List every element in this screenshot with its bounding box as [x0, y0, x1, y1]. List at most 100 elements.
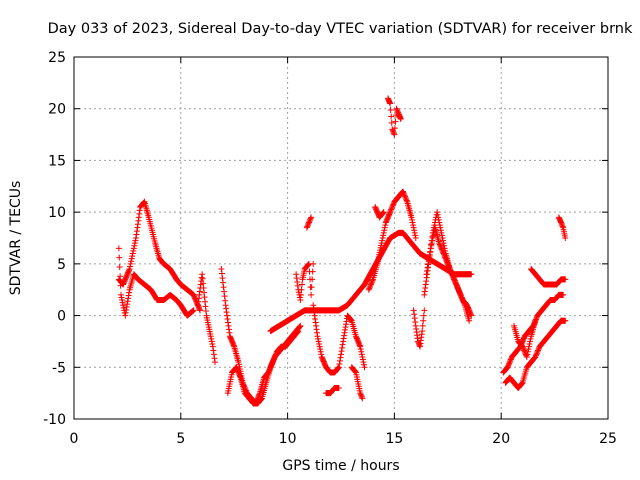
data-point — [220, 284, 227, 291]
data-point — [299, 281, 306, 288]
data-point — [317, 346, 324, 353]
y-tick-label: 20 — [48, 102, 66, 118]
data-point — [394, 107, 401, 114]
data-point — [380, 209, 387, 216]
data-point — [381, 224, 388, 231]
data-point — [449, 271, 456, 278]
data-point — [558, 219, 565, 226]
data-point — [218, 270, 225, 277]
data-point — [449, 272, 456, 279]
data-point — [388, 206, 395, 213]
data-point — [388, 113, 395, 120]
data-point — [519, 380, 526, 387]
data-point — [352, 368, 359, 375]
data-point — [459, 297, 466, 304]
data-point — [410, 222, 417, 229]
data-point — [401, 192, 408, 199]
data-point — [401, 191, 408, 198]
data-point — [361, 364, 368, 371]
data-point — [518, 381, 525, 388]
data-point — [419, 328, 426, 335]
data-point — [119, 297, 126, 304]
data-point — [357, 391, 364, 398]
data-point — [129, 250, 136, 257]
series-arc-15h-high — [384, 95, 404, 138]
data-point — [360, 361, 367, 368]
data-point — [315, 335, 322, 342]
data-point — [304, 262, 311, 269]
data-point — [207, 333, 214, 340]
data-point — [441, 253, 448, 260]
data-point — [533, 351, 540, 358]
data-point — [434, 211, 441, 218]
data-point — [387, 207, 394, 214]
data-point — [409, 216, 416, 223]
data-point — [390, 128, 397, 135]
data-point — [461, 300, 468, 307]
data-point — [524, 348, 531, 355]
data-point — [441, 251, 448, 258]
data-point — [558, 220, 565, 227]
data-point — [221, 288, 228, 295]
data-point — [450, 275, 457, 282]
y-tick-label: 15 — [48, 153, 66, 169]
data-point — [391, 131, 398, 138]
data-point — [410, 307, 417, 314]
series-arc-12h-low — [323, 384, 342, 397]
data-point — [444, 260, 451, 267]
series-arc-10h-a — [293, 260, 317, 304]
data-point — [382, 222, 389, 229]
y-axis-ticks: -10 -5 0 5 10 15 20 25 — [43, 50, 608, 428]
data-point — [335, 384, 342, 391]
data-point — [209, 341, 216, 348]
data-point — [410, 224, 417, 231]
y-tick-label: -10 — [43, 412, 66, 428]
data-point — [427, 245, 434, 252]
x-tick-label: 15 — [385, 431, 403, 447]
data-point — [380, 229, 387, 236]
data-point — [533, 350, 540, 357]
x-tick-label: 20 — [492, 431, 510, 447]
y-tick-label: 0 — [57, 309, 66, 325]
data-point — [507, 356, 514, 363]
data-point — [140, 199, 147, 206]
data-point — [437, 224, 444, 231]
data-point — [394, 108, 401, 115]
data-point — [190, 307, 197, 314]
data-point — [442, 254, 449, 261]
data-point — [387, 107, 394, 114]
data-point — [360, 359, 367, 366]
data-point — [439, 237, 446, 244]
data-point — [297, 297, 304, 304]
data-point — [222, 297, 229, 304]
y-tick-label: 25 — [48, 50, 66, 66]
data-point — [297, 322, 304, 329]
data-point — [411, 227, 418, 234]
series-arc-6h — [194, 271, 218, 366]
data-point — [339, 344, 346, 351]
data-point — [403, 197, 410, 204]
y-tick-label: -5 — [52, 360, 66, 376]
data-point — [415, 341, 422, 348]
data-point — [348, 317, 355, 324]
data-point — [209, 343, 216, 350]
data-point — [221, 293, 228, 300]
data-point — [535, 347, 542, 354]
data-point — [357, 346, 364, 353]
data-point — [452, 278, 459, 285]
data-point — [436, 222, 443, 229]
data-point — [305, 220, 312, 227]
data-point — [357, 390, 364, 397]
data-point — [534, 348, 541, 355]
data-point — [317, 348, 324, 355]
data-point — [388, 205, 395, 212]
data-point — [128, 258, 135, 265]
data-point — [255, 392, 262, 399]
data-point — [390, 130, 397, 137]
data-point — [296, 324, 303, 331]
data-point — [442, 255, 449, 262]
data-point — [411, 315, 418, 322]
data-point — [411, 311, 418, 318]
data-point — [560, 291, 567, 298]
series-arc-2h-main — [115, 198, 204, 314]
